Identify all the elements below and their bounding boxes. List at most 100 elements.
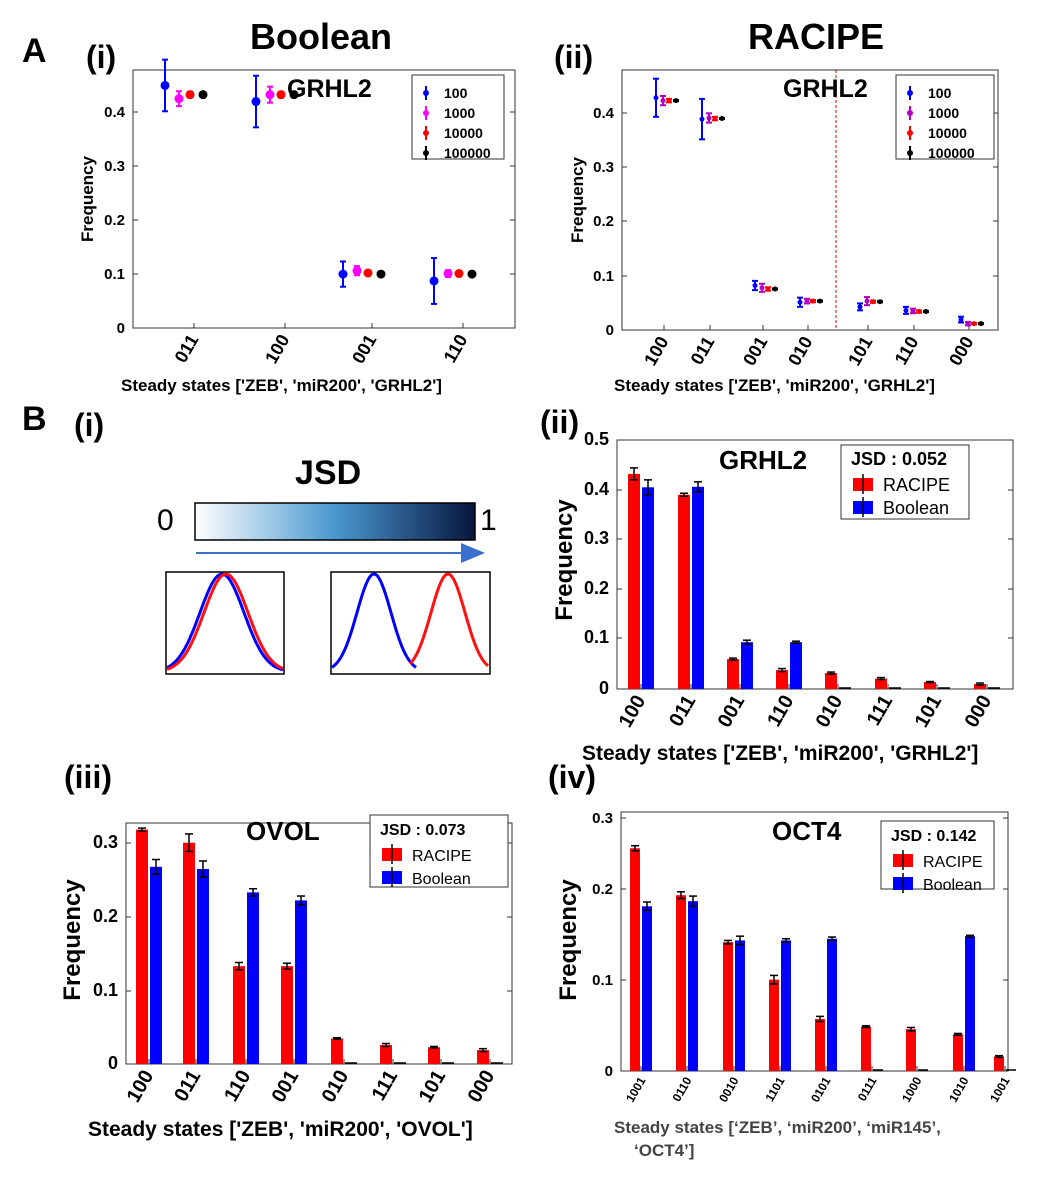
data-point (276, 90, 286, 100)
data-point (352, 266, 362, 276)
data-point (965, 321, 971, 327)
legend-label: 10000 (444, 125, 483, 141)
bar (965, 936, 975, 1071)
data-point (978, 321, 984, 327)
bar (331, 1038, 343, 1064)
bar (825, 673, 837, 689)
x-tick-label: 0110 (669, 1074, 694, 1104)
legend: JSD : 0.052 RACIPE Boolean (840, 444, 970, 520)
plot-frame (621, 69, 999, 331)
legend-swatch (423, 110, 429, 116)
legend-frame (895, 74, 995, 160)
x-tick-label: 111 (863, 692, 898, 730)
bar (815, 1018, 825, 1071)
x-axis-label: Steady states ['ZEB', 'miR200', 'OVOL'] (88, 1118, 473, 1141)
bar (630, 848, 640, 1071)
x-tick-label: 000 (945, 333, 977, 369)
x-tick-label: 000 (961, 692, 997, 732)
legend-label: 10000 (928, 125, 967, 141)
x-tick-label: 001 (348, 331, 380, 367)
y-tick-label: 0.3 (584, 528, 609, 548)
chart-B_ii: 0 0.1 0.2 0.3 0.4 0.5 Frequency 100 011 001 110 010… (551, 429, 1014, 765)
separated-blue-curve (331, 572, 417, 669)
bar (678, 494, 690, 689)
x-tick-label: 101 (911, 692, 947, 732)
data-point (923, 309, 929, 315)
chart-B_iv: 0 0.1 0.2 0.3 Frequency 1001 0110 0010 1101 0101 0… (555, 810, 1016, 1160)
bar (906, 1029, 916, 1071)
y-axis-label: Frequency (568, 156, 587, 243)
data-point (376, 269, 386, 279)
separated-red-curve (408, 572, 489, 667)
legend-label: 100000 (928, 145, 975, 161)
legend-label: Boolean (923, 877, 982, 894)
data-point (916, 309, 922, 315)
bar (477, 1050, 489, 1064)
bar (247, 892, 259, 1064)
separated-box (330, 571, 491, 675)
legend-frame (411, 74, 505, 160)
x-tick-label: 011 (665, 692, 700, 731)
data-point (877, 299, 883, 305)
jsd-title: JSD (295, 454, 361, 492)
bar (790, 642, 802, 689)
data-point (958, 317, 964, 323)
jsd-value: JSD : 0.142 (891, 828, 976, 845)
legend-label: 100000 (444, 145, 491, 161)
data-point (903, 307, 909, 313)
bar (197, 869, 209, 1064)
panel-title-racipe: RACIPE (748, 16, 884, 57)
bar (953, 1034, 963, 1071)
y-tick-label: 0.4 (104, 104, 126, 121)
data-point (804, 298, 810, 304)
x-tick-label: 0111 (855, 1074, 880, 1103)
x-tick-label: 0101 (808, 1074, 834, 1104)
data-point (857, 304, 863, 310)
legend-swatch (907, 110, 913, 116)
bar (735, 940, 745, 1071)
legend-label: RACIPE (412, 848, 472, 865)
x-tick-label: 101 (844, 333, 876, 369)
jsd-min-label: 0 (157, 504, 174, 537)
legend-label: Boolean (412, 871, 471, 888)
data-point (653, 95, 659, 101)
legend-swatch (907, 90, 913, 96)
bar (727, 659, 739, 689)
x-tick-label: 100 (640, 333, 672, 369)
x-axis-label: Steady states ['ZEB', 'miR200', 'GRHL2'] (582, 742, 978, 765)
y-tick-label: 0.1 (593, 268, 614, 285)
legend-swatch (907, 130, 913, 136)
x-tick-label: 011 (170, 1067, 205, 1106)
legend-label: 100 (928, 85, 952, 101)
legend-swatch (423, 130, 429, 136)
legend-swatch (907, 150, 913, 156)
x-tick-label: 010 (784, 333, 816, 369)
plot-frame (616, 439, 1014, 690)
data-point (673, 98, 679, 104)
y-tick-label: 0.1 (93, 980, 118, 1000)
data-point (289, 90, 299, 100)
bar (723, 942, 733, 1071)
panel-label-B: B (22, 400, 47, 438)
data-point (864, 298, 870, 304)
y-tick-label: 0.3 (593, 159, 614, 176)
bar (924, 682, 936, 689)
x-tick-label: 110 (763, 692, 798, 731)
legend-label: RACIPE (923, 854, 983, 871)
x-tick-label: 101 (415, 1067, 451, 1107)
data-point (870, 299, 876, 305)
data-point (971, 321, 977, 327)
data-point (174, 94, 184, 104)
x-tick-label: 1001 (623, 1074, 649, 1104)
data-point (265, 90, 275, 100)
y-tick-label: 0.2 (592, 881, 613, 898)
legend: 100 1000 10000 100000 (895, 74, 995, 161)
jsd-colorbar (194, 502, 476, 541)
legend: JSD : 0.073 RACIPE Boolean (369, 814, 509, 888)
y-tick-label: 0 (108, 1053, 118, 1073)
y-tick-label: 0.2 (93, 906, 118, 926)
data-point (251, 97, 261, 107)
x-tick-label: 110 (440, 331, 472, 366)
